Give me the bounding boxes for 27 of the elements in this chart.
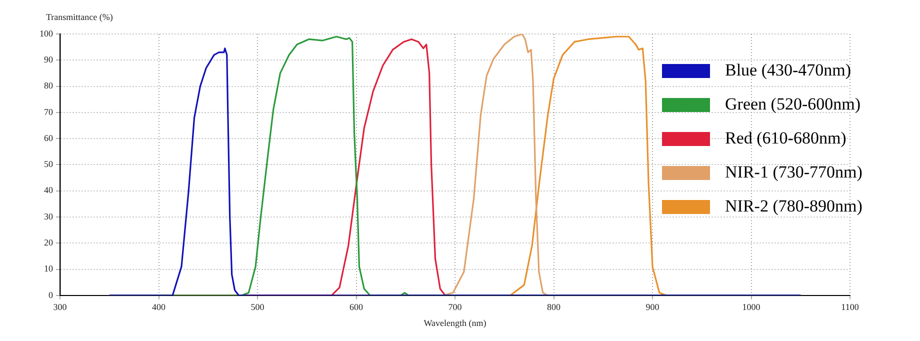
x-tick-label: 1100 xyxy=(841,302,860,312)
x-tick-label: 900 xyxy=(646,302,660,312)
y-tick-label: 70 xyxy=(44,106,54,117)
y-tick-label: 60 xyxy=(44,132,54,143)
y-tick-label: 30 xyxy=(44,211,54,222)
x-axis-title: Wavelength (nm) xyxy=(424,318,486,328)
x-tick-label: 1000 xyxy=(742,302,761,312)
y-tick-label: 20 xyxy=(44,237,54,248)
x-tick-label: 400 xyxy=(152,302,166,312)
x-tick-label: 700 xyxy=(448,302,462,312)
y-axis-title: Transmittance (%) xyxy=(46,12,113,22)
y-tick-label: 10 xyxy=(44,264,54,274)
y-tick-label: 90 xyxy=(44,54,54,64)
y-tick-label: 50 xyxy=(44,159,54,170)
x-tick-label: 300 xyxy=(53,302,68,312)
x-tick-label: 800 xyxy=(547,302,561,312)
y-tick-label: 100 xyxy=(40,28,54,38)
legend-label: NIR-1 (730-770nm) xyxy=(725,162,862,182)
legend-label: Blue (430-470nm) xyxy=(725,60,852,80)
legend-label: Green (520-600nm) xyxy=(725,94,860,114)
y-tick-label: 80 xyxy=(44,80,54,91)
y-tick-label: 40 xyxy=(44,185,54,196)
legend-label: Red (610-680nm) xyxy=(725,128,846,148)
x-tick-label: 500 xyxy=(250,302,265,312)
legend-label: NIR-2 (780-890nm) xyxy=(725,196,862,216)
y-tick-label: 0 xyxy=(48,290,54,300)
x-tick-label: 600 xyxy=(350,302,364,312)
